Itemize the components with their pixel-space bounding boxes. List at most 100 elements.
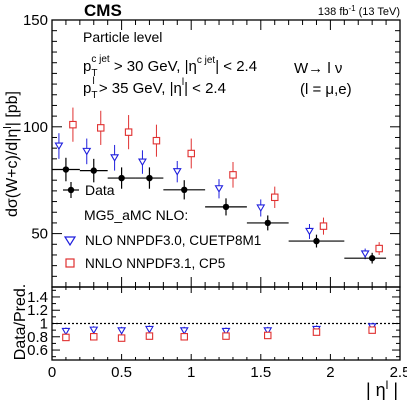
nlo-point bbox=[360, 250, 370, 258]
x-tick-label: 2 bbox=[326, 364, 334, 381]
lower-y-tick-label: 1 bbox=[40, 316, 48, 333]
nnlo-ratio-point bbox=[312, 328, 321, 336]
legend-generator-label: MG5_aMC NLO: bbox=[84, 207, 188, 223]
data-point bbox=[146, 174, 153, 182]
nlo-ratio-point bbox=[89, 326, 99, 335]
legend-nlo-marker bbox=[63, 236, 77, 247]
nnlo-point bbox=[124, 128, 133, 136]
upper-y-tick-label: 150 bbox=[23, 12, 48, 29]
x-label-end: | bbox=[388, 380, 398, 400]
lumi-superscript: -1 bbox=[349, 4, 357, 13]
legend-data-label: Data bbox=[85, 182, 115, 198]
lower-y-tick-label: 1.4 bbox=[27, 289, 48, 306]
legend-entry-nlo: NLO NNPDF3.0, CUETP8M1 bbox=[63, 233, 261, 248]
cut1-p: p bbox=[83, 58, 91, 75]
lower-y-tick-label: 0.6 bbox=[27, 342, 48, 359]
cut1-end: | < 2.4 bbox=[215, 58, 257, 75]
lower-y-axis-label: Data/Pred. bbox=[12, 284, 29, 360]
particle-level-label: Particle level bbox=[83, 29, 162, 45]
nlo-point bbox=[172, 168, 182, 176]
cjet-cut-label: pTc jet > 30 GeV, |ηc jet| < 2.4 bbox=[83, 54, 257, 79]
lumi-value: 138 fb bbox=[318, 6, 349, 18]
data-point bbox=[118, 174, 125, 182]
legend-nnlo-marker bbox=[65, 258, 75, 268]
cut2-l: l bbox=[92, 76, 94, 87]
lower-panel: 0 0.5 1 1.5 2 2.50.60.811.21.4 bbox=[27, 286, 407, 381]
nnlo-point bbox=[375, 244, 383, 253]
nnlo-point bbox=[229, 171, 237, 179]
selection-annotations: Particle level pTc jet > 30 GeV, |ηc jet… bbox=[83, 29, 352, 101]
x-tick-label: 0 bbox=[48, 364, 56, 381]
nlo-ratio-point bbox=[117, 327, 127, 335]
nlo-ratio-point bbox=[61, 327, 71, 336]
cut2-p: p bbox=[83, 80, 91, 97]
nlo-point bbox=[110, 154, 120, 162]
x-axis-label: | ηl | bbox=[366, 378, 398, 400]
upper-y-label-sup: l bbox=[2, 126, 14, 128]
data-point bbox=[181, 186, 188, 194]
nlo-point bbox=[305, 227, 314, 236]
nnlo-ratio-point bbox=[145, 332, 154, 340]
nnlo-ratio-point bbox=[264, 331, 272, 340]
process-label: W→ l ν bbox=[294, 60, 342, 77]
legend-nnlo-label: NNLO NNPDF3.1, CP5 bbox=[85, 256, 225, 271]
cut1-mid: > 30 GeV, |η bbox=[110, 58, 197, 75]
upper-axes: 50 100 150 bbox=[23, 12, 401, 288]
nlo-point bbox=[82, 147, 92, 156]
data-point bbox=[368, 254, 376, 262]
upper-panel: 50 100 150 bbox=[23, 12, 401, 288]
energy-value: (13 TeV) bbox=[359, 6, 400, 18]
nlo-ratio-point bbox=[144, 325, 154, 334]
legend: Data MG5_aMC NLO: NLO NNPDF3.0, CUETP8M1… bbox=[63, 182, 261, 271]
cut1-t: T bbox=[91, 68, 97, 79]
cut2-t: T bbox=[91, 90, 97, 101]
nnlo-point bbox=[69, 120, 77, 129]
nnlo-point bbox=[152, 136, 161, 145]
data-point bbox=[313, 237, 320, 245]
data-point bbox=[222, 203, 230, 211]
lower-y-tick-label: 0.8 bbox=[27, 329, 48, 346]
lower-axes: 0 0.5 1 1.5 2 2.50.60.811.21.4 bbox=[27, 287, 407, 381]
legend-entry-nnlo: NNLO NNPDF3.1, CP5 bbox=[65, 256, 225, 271]
lepton-cut-label: pTl > 35 GeV, |ηl| < 2.4 bbox=[83, 76, 226, 101]
upper-y-label-main: dσ(W+c)/d|η bbox=[4, 129, 21, 217]
upper-y-tick-label: 100 bbox=[23, 119, 48, 136]
nnlo-ratio-point bbox=[180, 333, 188, 341]
legend-data-marker bbox=[67, 186, 75, 194]
data-point bbox=[90, 167, 97, 174]
upper-marks bbox=[52, 107, 387, 264]
lepton-flavour-label: (l = μ,e) bbox=[300, 81, 352, 98]
x-label-sup: l bbox=[386, 378, 389, 392]
nlo-point bbox=[214, 185, 224, 193]
cut2-end: | < 2.4 bbox=[184, 80, 226, 97]
nlo-ratio-point bbox=[179, 327, 189, 335]
upper-y-axis-label: dσ(W+c)/d|ηl| [pb] bbox=[2, 91, 21, 217]
lower-y-tick-label: 1.2 bbox=[27, 302, 48, 319]
cms-label: CMS bbox=[84, 1, 122, 20]
nnlo-point bbox=[97, 124, 105, 132]
nnlo-ratio-point bbox=[62, 333, 70, 342]
nnlo-ratio-point bbox=[117, 334, 126, 342]
legend-entry-data: Data bbox=[63, 182, 115, 198]
upper-y-label-unit: | [pb] bbox=[4, 91, 21, 126]
x-tick-label: 2.5 bbox=[390, 364, 407, 381]
x-tick-label: 0.5 bbox=[111, 364, 132, 381]
data-point bbox=[264, 219, 271, 227]
nlo-ratio-point bbox=[221, 327, 231, 336]
upper-y-tick-label: 50 bbox=[31, 226, 48, 243]
lower-marks bbox=[61, 322, 377, 342]
x-tick-label: 1 bbox=[187, 364, 195, 381]
nnlo-point bbox=[319, 222, 328, 230]
x-tick-label: 1.5 bbox=[250, 364, 271, 381]
nnlo-point bbox=[271, 193, 279, 202]
nnlo-ratio-point bbox=[368, 326, 376, 334]
x-label-main: | η bbox=[366, 380, 386, 400]
nnlo-ratio-point bbox=[222, 332, 230, 340]
legend-nlo-label: NLO NNPDF3.0, CUETP8M1 bbox=[85, 233, 261, 248]
cut2-mid: > 35 GeV, |η bbox=[95, 80, 182, 97]
nlo-point bbox=[137, 158, 147, 167]
cut1-cjet2: c jet bbox=[197, 55, 216, 66]
nlo-point bbox=[256, 204, 266, 213]
cut1-cjet: c jet bbox=[91, 54, 110, 65]
